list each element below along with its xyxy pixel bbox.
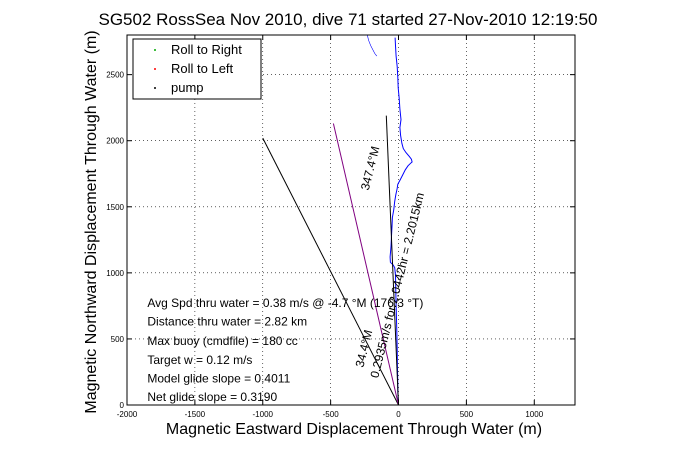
x-tick-label: 0 bbox=[396, 410, 401, 419]
annotation-text: Distance thru water = 2.82 km bbox=[147, 315, 307, 329]
y-tick-label: 1000 bbox=[106, 269, 124, 278]
series-line-3 bbox=[385, 115, 399, 406]
series-line-0 bbox=[389, 37, 413, 406]
series-line-2 bbox=[262, 137, 399, 406]
legend-marker bbox=[154, 87, 156, 89]
x-tick-label: -2000 bbox=[117, 410, 138, 419]
grid-lines bbox=[127, 35, 575, 405]
x-tick-label: 1000 bbox=[525, 410, 543, 419]
y-tick-label: 2500 bbox=[106, 71, 124, 80]
axis-ticks: -2000 -1500 -1000 -500 0 500 1000 0 500 1000 1500 2… bbox=[106, 35, 575, 419]
y-tick-label: 1500 bbox=[106, 203, 124, 212]
x-tick-label: -500 bbox=[323, 410, 340, 419]
x-tick-label: -1000 bbox=[253, 410, 274, 419]
legend: Roll to Right Roll to Left pump bbox=[132, 38, 262, 100]
annotation-text: Model glide slope = 0.4011 bbox=[147, 372, 290, 386]
y-tick-label: 2000 bbox=[106, 137, 124, 146]
y-axis-label: Magnetic Northward Displacement Through … bbox=[83, 30, 100, 413]
legend-entry-label: Roll to Left bbox=[171, 61, 234, 76]
legend-entry-label: Roll to Right bbox=[171, 42, 242, 57]
series-line-1 bbox=[367, 34, 378, 57]
legend-marker bbox=[154, 68, 156, 70]
annotation-text: Net glide slope = 0.3190 bbox=[147, 390, 277, 404]
annotation-text: Avg Spd thru water = 0.38 m/s @ -4.7 °M … bbox=[147, 296, 423, 310]
legend-entry-label: pump bbox=[171, 80, 204, 95]
legend-marker bbox=[154, 49, 156, 51]
annotation-text: Max buoy (cmdfile) = 180 cc bbox=[147, 334, 297, 348]
chart-title: SG502 RossSea Nov 2010, dive 71 started … bbox=[99, 10, 598, 29]
series-line-4 bbox=[332, 123, 399, 406]
series-layer bbox=[262, 34, 413, 406]
y-tick-label: 0 bbox=[120, 401, 125, 410]
axes-box bbox=[126, 34, 576, 406]
x-axis-label: Magnetic Eastward Displacement Through W… bbox=[166, 421, 542, 438]
annotation-text: Target w = 0.12 m/s bbox=[147, 353, 252, 367]
plot-area: -2000 -1500 -1000 -500 0 500 1000 0 500 1000 1500 2… bbox=[106, 34, 576, 419]
x-tick-label: -1500 bbox=[185, 410, 206, 419]
y-tick-label: 500 bbox=[111, 335, 125, 344]
x-tick-label: 500 bbox=[460, 410, 474, 419]
